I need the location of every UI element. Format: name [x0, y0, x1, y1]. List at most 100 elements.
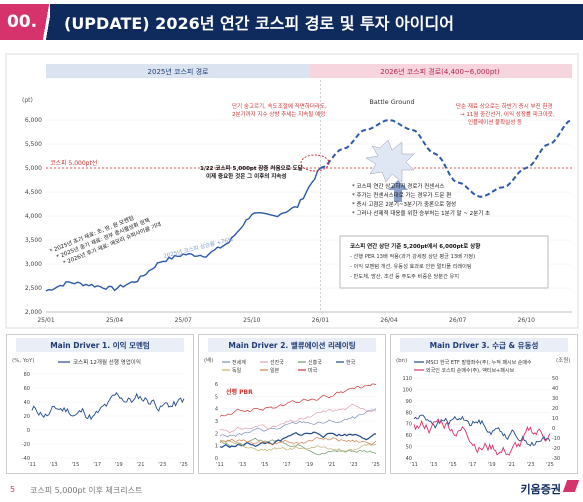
- x-tick-label: '15: [72, 462, 80, 468]
- y-tick-label: 0: [27, 428, 30, 434]
- x-tick-label: '17: [468, 462, 476, 468]
- x-tick-label: '19: [488, 462, 496, 468]
- page-number: 5: [10, 485, 16, 494]
- band-2025-label: 2025년 코스피 경로: [148, 67, 209, 76]
- driver2-title: Main Driver 2. 밸류에이션 리레이팅: [228, 340, 355, 350]
- x-tick-label: '17: [93, 462, 101, 468]
- band-2026: [310, 64, 572, 78]
- x-tick-label: 25/07: [175, 317, 192, 324]
- y-tick-label: 2: [215, 431, 218, 437]
- x-tick-label: '23: [158, 462, 166, 468]
- legend-item: 신흥국: [308, 359, 322, 366]
- y-tick-label: 100: [402, 387, 412, 393]
- note-center-2: * 주가는 컨센서스대로 가는 경우가 드문 편: [352, 191, 451, 199]
- x-tick-label: '25: [372, 462, 380, 468]
- x-tick-label: '21: [328, 462, 336, 468]
- x-tick-label: '25: [180, 462, 188, 468]
- x-tick-label: '11: [28, 462, 36, 468]
- note-center-4: * 그러나 선제적 대응을 위한 승부처는 1분기 말 ~ 2분기 초: [352, 209, 490, 217]
- y-tick-label: 2,500: [25, 285, 42, 292]
- y-tick-label: 60: [406, 433, 412, 439]
- y-tick-label: 2,000: [25, 309, 42, 316]
- driver3-title-bg: [400, 338, 568, 352]
- brand-logo-icon: [562, 480, 580, 492]
- y-right-tick-label: -10: [552, 436, 560, 442]
- x-tick-label: '17: [283, 462, 291, 468]
- note-top-center-2: 2분기까지 지수 상방 추세는 지속될 예정: [232, 110, 325, 118]
- y-tick-label: 60: [24, 386, 30, 392]
- driver3-panel: Main Driver 3. 수급 & 유동성 (bn) (조원) MSCI 한…: [390, 334, 578, 474]
- driver2-panel: Main Driver 2. 밸류에이션 리레이팅 (배) 전세계 선진국 신흥국 한…: [198, 334, 386, 474]
- x-tick-label: 25/10: [243, 317, 260, 324]
- driver1-title-bg: [16, 338, 184, 352]
- x-tick-label: 26/04: [380, 317, 397, 324]
- driver2-series-line: [219, 439, 377, 453]
- driver2-series-line: [219, 408, 377, 438]
- x-tick-label: '21: [507, 462, 515, 468]
- x-tick-label: 26/07: [449, 317, 466, 324]
- y-tick-label: 80: [24, 372, 30, 378]
- legend-item: 선진국: [270, 359, 284, 366]
- driver3-legend-2: 외국인 코스피 순매수(주), 액티브+패시브: [426, 367, 514, 374]
- driver2-pbr-label: 선행 PBR: [226, 388, 253, 396]
- y-tick-label: 110: [402, 376, 412, 382]
- y-tick-label: 3,000: [25, 261, 42, 268]
- y-tick-label: 4,500: [25, 189, 42, 196]
- battle-ground-burst: [365, 139, 415, 183]
- y-right-tick-label: -30: [552, 456, 560, 462]
- y-right-tick-label: 40: [552, 386, 558, 392]
- y-tick-label: 4,000: [25, 213, 42, 220]
- y-tick-label: 5: [215, 394, 218, 400]
- header: 00. (UPDATE) 2026년 연간 코스피 경로 및 투자 아이디어: [0, 0, 583, 44]
- note-top-right-1: 단순 재료 상으로는 하반기 증시 부진 환경: [456, 102, 553, 110]
- x-tick-label: 26/10: [518, 317, 535, 324]
- x-tick-label: '11: [410, 462, 418, 468]
- battle-ground-label: Battle Ground: [369, 98, 414, 106]
- y-tick-label: -20: [22, 442, 30, 448]
- x-tick-label: '11: [216, 462, 224, 468]
- y-tick-label: 70: [406, 422, 412, 428]
- breakthrough-circle: [300, 154, 330, 172]
- x-tick-label: '13: [430, 462, 438, 468]
- note-top-right-3: 인플레이션 불확실성 등: [468, 118, 522, 126]
- y-right-tick-label: -20: [552, 446, 560, 452]
- y-tick-label: 5,000: [25, 165, 42, 172]
- x-tick-label: '25: [546, 462, 554, 468]
- driver2-series-line: [219, 383, 377, 417]
- y-right-tick-label: 10: [552, 416, 558, 422]
- note-box: [339, 235, 549, 289]
- driver3-title: Main Driver 3. 수급 & 유동성: [430, 340, 539, 350]
- y-tick-label: 3: [215, 419, 218, 425]
- driver2-series-line: [219, 431, 377, 449]
- driver1-line: [31, 392, 185, 421]
- main-chart: 2025년 코스피 경로 2026년 코스피 경로(4,400~6,000pt)…: [5, 53, 579, 329]
- y-right-tick-label: 30: [552, 396, 558, 402]
- brand-name: 키움증권: [520, 483, 561, 496]
- driver2-series-line: [219, 436, 377, 445]
- x-tick-label: '13: [238, 462, 246, 468]
- driver2-unit: (배): [204, 356, 213, 364]
- driver2-title-bg: [208, 338, 376, 352]
- baseline-label: 코스피 5,000pt선: [50, 159, 97, 167]
- legend-item: 한국: [346, 360, 356, 366]
- x-tick-label: 25/04: [106, 317, 123, 324]
- driver1-title: Main Driver 1. 이익 모멘텀: [50, 340, 150, 350]
- projection-line: [320, 118, 573, 198]
- kospi-line: [45, 167, 321, 292]
- x-axis: 25/01 25/04 25/07 25/10 26/01 26/04 26/07 26/10: [37, 80, 572, 324]
- y-tick-label: 50: [406, 445, 412, 451]
- note-box-3: - 반도체, 방산, 조선 등 주도주 비중은 당분간 유지: [350, 272, 459, 280]
- y-tick-label: 80: [406, 410, 412, 416]
- x-tick-label: 25/01: [37, 317, 54, 324]
- x-tick-label: '13: [50, 462, 58, 468]
- legend-item: 일본: [270, 367, 280, 374]
- note-mid-1: 1/22 코스피 5,000pt 장중 처음으로 도달: [200, 164, 303, 172]
- y-tick-label: 6,000: [25, 117, 42, 124]
- y-tick-label: 90: [406, 399, 412, 405]
- y-tick-label: 1: [215, 444, 218, 450]
- x-tick-label: '15: [449, 462, 457, 468]
- y-tick-label: -40: [22, 456, 30, 462]
- legend-item: 독일: [232, 367, 242, 374]
- y-tick-label: 5,500: [25, 141, 42, 148]
